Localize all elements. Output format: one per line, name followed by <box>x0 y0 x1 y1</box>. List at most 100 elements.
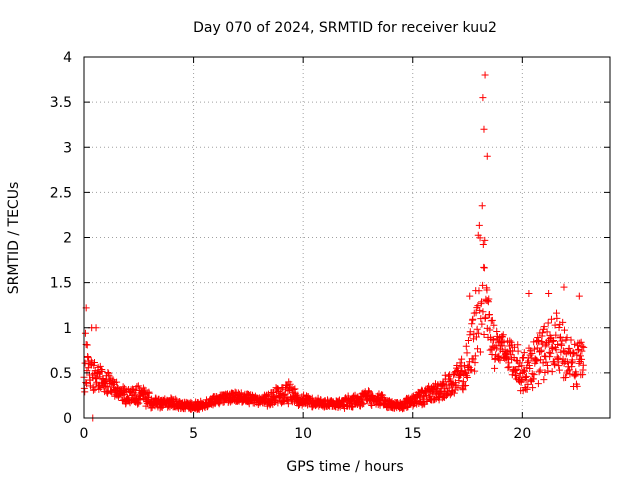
data-point <box>563 334 571 342</box>
data-point <box>573 382 581 390</box>
data-point <box>84 353 92 361</box>
data-point <box>423 397 431 405</box>
data-point <box>463 349 471 357</box>
data-point <box>560 283 568 291</box>
data-point <box>81 388 89 396</box>
data-point <box>503 354 511 362</box>
data-point <box>286 380 294 388</box>
data-point <box>471 359 479 367</box>
data-point <box>462 381 470 389</box>
data-point <box>360 400 368 408</box>
data-point <box>466 292 474 300</box>
data-point <box>552 346 560 354</box>
data-point <box>481 236 489 244</box>
data-point <box>459 386 467 394</box>
data-point <box>466 328 474 336</box>
data-point <box>474 345 482 353</box>
x-tick-label: 5 <box>189 426 198 442</box>
data-point <box>491 364 499 372</box>
data-point <box>514 341 522 349</box>
data-point <box>147 404 155 412</box>
data-point <box>496 356 504 364</box>
data-point <box>499 331 507 339</box>
data-point <box>553 314 561 322</box>
data-point <box>533 344 541 352</box>
data-point <box>96 362 104 370</box>
data-point <box>578 355 586 363</box>
data-point <box>480 125 488 133</box>
data-point <box>559 347 567 355</box>
data-point <box>543 328 551 336</box>
y-tick-label: 0 <box>63 411 72 427</box>
data-point <box>480 330 488 338</box>
x-tick-label: 20 <box>513 426 531 442</box>
data-point <box>578 342 586 350</box>
data-point <box>490 321 498 329</box>
data-point <box>544 319 552 327</box>
data-point <box>113 378 121 386</box>
data-point <box>469 315 477 323</box>
data-point <box>555 324 563 332</box>
x-tick-label: 10 <box>294 426 312 442</box>
data-point <box>571 340 579 348</box>
data-point <box>476 306 484 314</box>
data-point <box>554 354 562 362</box>
data-point <box>547 315 555 323</box>
data-point <box>481 313 489 321</box>
y-tick-label: 1.5 <box>50 276 72 292</box>
data-point <box>90 361 98 369</box>
data-point <box>448 380 456 388</box>
data-point <box>546 353 554 361</box>
data-point <box>541 369 549 377</box>
data-point <box>544 367 552 375</box>
data-point <box>134 382 142 390</box>
data-point <box>480 264 488 272</box>
data-point <box>518 375 526 383</box>
data-point <box>478 298 486 306</box>
data-point <box>91 358 99 366</box>
y-tick-label: 1 <box>63 321 72 337</box>
data-point <box>476 234 484 242</box>
data-point <box>539 359 547 367</box>
data-point <box>498 342 506 350</box>
data-point <box>541 342 549 350</box>
data-point <box>461 368 469 376</box>
data-point <box>471 367 479 375</box>
data-point <box>570 371 578 379</box>
data-point <box>450 370 458 378</box>
data-point <box>284 400 292 408</box>
data-point <box>505 363 513 371</box>
data-point <box>529 375 537 383</box>
data-point <box>538 329 546 337</box>
chart-title: Day 070 of 2024, SRMTID for receiver kuu… <box>193 20 497 36</box>
data-point <box>82 379 90 387</box>
data-point <box>83 341 91 349</box>
data-point <box>577 338 585 346</box>
data-point <box>457 363 465 371</box>
data-point <box>521 367 529 375</box>
data-point <box>298 393 306 401</box>
data-point <box>304 401 312 409</box>
data-point <box>284 387 292 395</box>
y-tick-label: 3.5 <box>50 95 72 111</box>
data-point <box>468 320 476 328</box>
data-point <box>426 392 434 400</box>
data-point <box>569 348 577 356</box>
data-point <box>512 356 520 364</box>
data-point <box>522 372 530 380</box>
data-point <box>451 379 459 387</box>
y-axis-label: SRMTID / TECUs <box>6 182 22 295</box>
y-tick-label: 4 <box>63 50 72 66</box>
data-point <box>463 373 471 381</box>
data-point <box>551 321 559 329</box>
data-point <box>559 318 567 326</box>
data-point <box>488 316 496 324</box>
x-axis-label: GPS time / hours <box>286 459 403 475</box>
data-point <box>486 326 494 334</box>
data-point <box>506 337 514 345</box>
data-point <box>575 345 583 353</box>
data-point <box>133 383 141 391</box>
x-tick-label: 0 <box>80 426 89 442</box>
data-point <box>475 329 483 337</box>
